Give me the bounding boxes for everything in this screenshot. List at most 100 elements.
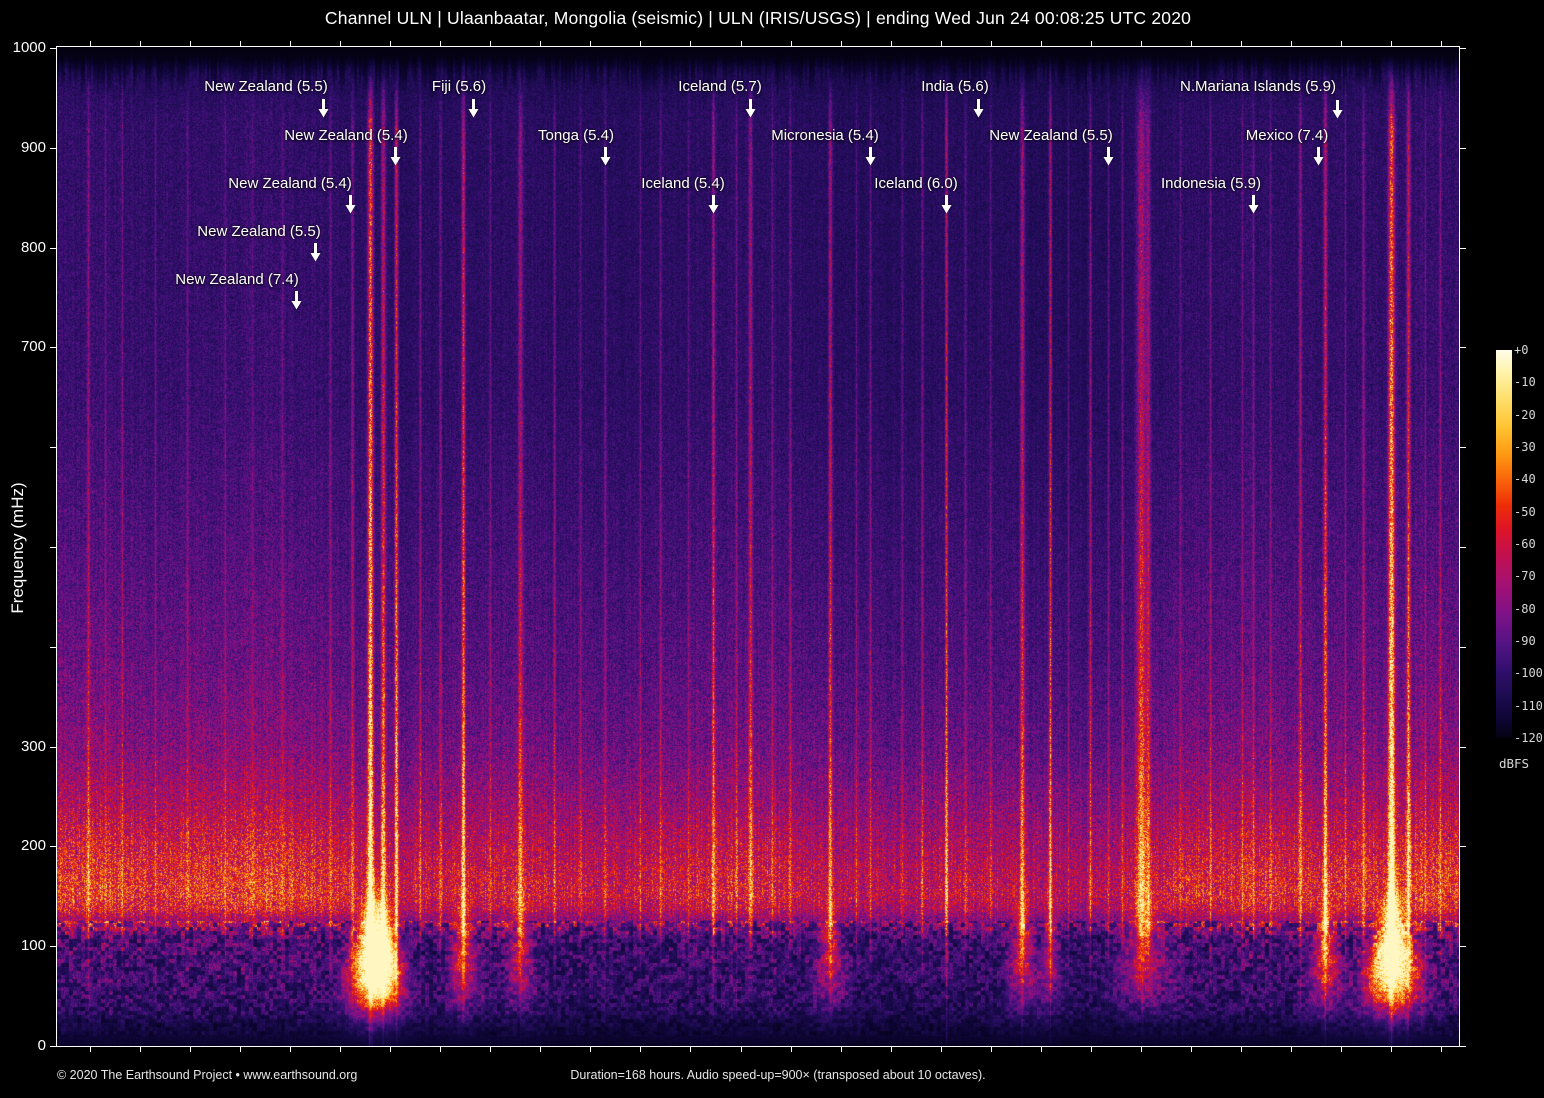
x-axis-tick-bottom xyxy=(490,1046,491,1052)
x-axis-tick-top xyxy=(941,41,942,47)
x-axis-tick-bottom xyxy=(991,1046,992,1052)
x-axis-tick-bottom xyxy=(540,1046,541,1052)
x-axis-tick-top xyxy=(1091,41,1092,47)
x-axis-tick-bottom xyxy=(1191,1046,1192,1052)
colorbar-unit-label: dBFS xyxy=(1498,756,1530,771)
x-axis-tick-top xyxy=(891,41,892,47)
event-annotation-label: New Zealand (7.4) xyxy=(175,271,299,288)
event-annotation-label: Fiji (5.6) xyxy=(431,78,487,95)
colorbar-tick-label: -10 xyxy=(1514,375,1536,390)
event-annotation-label: New Zealand (5.4) xyxy=(284,127,408,144)
x-axis-tick-bottom xyxy=(290,1046,291,1052)
y-tick-label: 900 xyxy=(20,139,46,156)
y-tick-label: 200 xyxy=(20,837,46,854)
x-axis-tick-top xyxy=(741,41,742,47)
y-axis-tick-left xyxy=(50,347,57,348)
y-axis-tick-left xyxy=(50,547,57,548)
colorbar-tick-label: -20 xyxy=(1514,407,1536,422)
down-arrow-icon xyxy=(941,195,951,214)
x-axis-tick-top xyxy=(540,41,541,47)
colorbar-tick-label: -100 xyxy=(1514,666,1543,681)
down-arrow-icon xyxy=(345,195,355,214)
y-axis-title: Frequency (mHz) xyxy=(8,482,27,614)
footer-copyright: © 2020 The Earthsound Project • www.eart… xyxy=(57,1068,358,1082)
down-arrow-icon xyxy=(390,147,400,166)
y-axis-tick-left xyxy=(50,148,57,149)
event-annotation-label: Mexico (7.4) xyxy=(1245,127,1329,144)
x-axis-tick-bottom xyxy=(140,1046,141,1052)
y-axis-tick-left xyxy=(50,846,57,847)
colorbar-tick-label: -60 xyxy=(1514,536,1536,551)
down-arrow-icon xyxy=(1248,195,1258,214)
y-axis-tick-left xyxy=(50,747,57,748)
down-arrow-icon xyxy=(865,147,875,166)
event-annotation-label: Micronesia (5.4) xyxy=(771,127,879,144)
y-tick-label: 300 xyxy=(20,738,46,755)
x-axis-tick-top xyxy=(490,41,491,47)
x-axis-tick-top xyxy=(640,41,641,47)
x-axis-tick-top xyxy=(690,41,691,47)
colorbar-tick-label: -110 xyxy=(1514,698,1543,713)
x-axis-tick-top xyxy=(1041,41,1042,47)
y-axis-tick-right xyxy=(1459,447,1466,448)
down-arrow-icon xyxy=(1332,100,1342,119)
x-axis-tick-bottom xyxy=(340,1046,341,1052)
y-tick-label: 700 xyxy=(20,338,46,355)
x-axis-tick-top xyxy=(991,41,992,47)
y-axis-tick-right xyxy=(1459,1046,1466,1047)
event-annotation-label: Iceland (5.7) xyxy=(678,78,762,95)
x-axis-tick-bottom xyxy=(440,1046,441,1052)
y-axis-tick-left xyxy=(50,647,57,648)
y-tick-label: 1000 xyxy=(12,39,46,56)
x-axis-tick-bottom xyxy=(1391,1046,1392,1052)
x-axis-tick-bottom xyxy=(590,1046,591,1052)
x-axis-tick-top xyxy=(90,41,91,47)
x-axis-tick-bottom xyxy=(190,1046,191,1052)
event-annotation-label: Indonesia (5.9) xyxy=(1160,175,1262,192)
colorbar-tick-label: -120 xyxy=(1514,730,1543,745)
x-axis-tick-bottom xyxy=(1341,1046,1342,1052)
event-annotation-label: Iceland (5.4) xyxy=(641,175,725,192)
x-axis-tick-top xyxy=(140,41,141,47)
y-tick-label: 0 xyxy=(37,1037,46,1054)
x-axis-tick-top xyxy=(290,41,291,47)
event-annotation-label: New Zealand (5.4) xyxy=(228,175,352,192)
x-axis-tick-bottom xyxy=(1141,1046,1142,1052)
x-axis-tick-top xyxy=(440,41,441,47)
down-arrow-icon xyxy=(291,291,301,310)
x-axis-tick-bottom xyxy=(741,1046,742,1052)
x-axis-tick-top xyxy=(1391,41,1392,47)
colorbar-tick-label: -40 xyxy=(1514,472,1536,487)
down-arrow-icon xyxy=(318,99,328,118)
x-axis-tick-top xyxy=(190,41,191,47)
event-annotation-label: Iceland (6.0) xyxy=(874,175,958,192)
y-axis-tick-right xyxy=(1459,747,1466,748)
chart-title: Channel ULN | Ulaanbaatar, Mongolia (sei… xyxy=(324,8,1192,28)
x-axis-tick-top xyxy=(791,41,792,47)
down-arrow-icon xyxy=(1103,147,1113,166)
event-annotation-label: New Zealand (5.5) xyxy=(197,223,321,240)
y-axis-tick-right xyxy=(1459,148,1466,149)
down-arrow-icon xyxy=(973,99,983,118)
down-arrow-icon xyxy=(708,195,718,214)
y-tick-label: 100 xyxy=(20,937,46,954)
colorbar-tick-label: -50 xyxy=(1514,504,1536,519)
event-annotation-label: India (5.6) xyxy=(921,78,989,95)
x-axis-tick-bottom xyxy=(1041,1046,1042,1052)
y-axis-tick-right xyxy=(1459,647,1466,648)
spectrogram-canvas xyxy=(57,47,1459,1046)
y-axis-tick-right xyxy=(1459,547,1466,548)
y-tick-label: 800 xyxy=(20,239,46,256)
x-axis-tick-top xyxy=(590,41,591,47)
x-axis-tick-top xyxy=(340,41,341,47)
x-axis-tick-top xyxy=(390,41,391,47)
colorbar-tick-label: -90 xyxy=(1514,633,1536,648)
colorbar xyxy=(1496,350,1512,738)
colorbar-tick-label: -80 xyxy=(1514,601,1536,616)
down-arrow-icon xyxy=(468,99,478,118)
x-axis-tick-bottom xyxy=(1091,1046,1092,1052)
x-axis-tick-bottom xyxy=(1291,1046,1292,1052)
x-axis-tick-bottom xyxy=(640,1046,641,1052)
event-annotation-label: Tonga (5.4) xyxy=(538,127,614,144)
